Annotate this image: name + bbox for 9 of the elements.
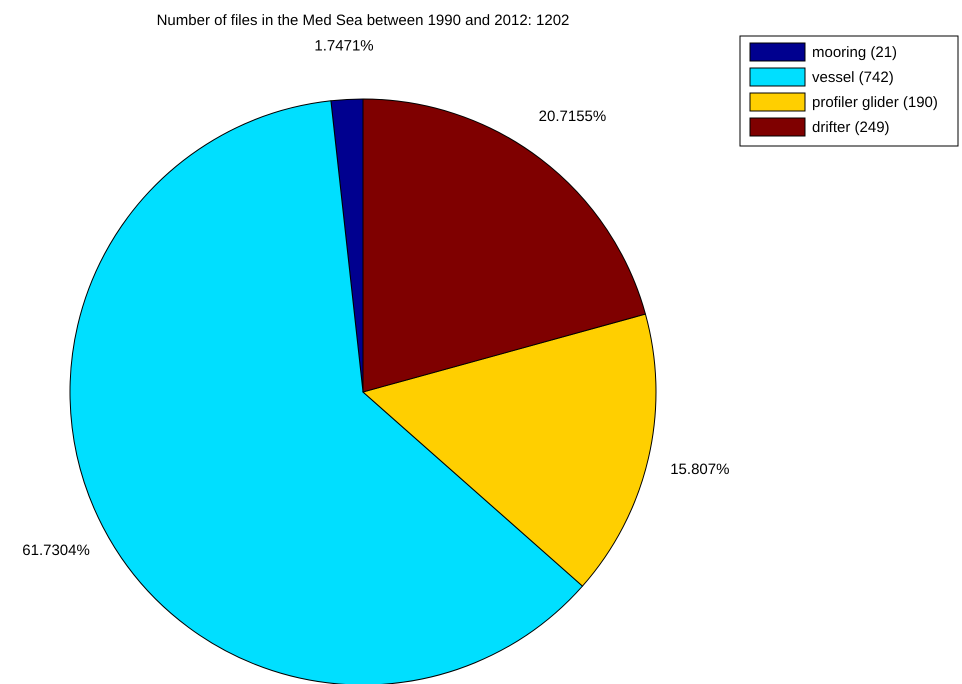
data-label: 20.7155% (538, 108, 606, 125)
chart-title: Number of files in the Med Sea between 1990 and 2012: 1202 (156, 12, 570, 29)
legend-label: mooring (21) (812, 44, 898, 61)
data-label: 61.7304% (22, 542, 90, 560)
data-label: 15.807% (670, 460, 730, 478)
legend-label: vessel (742) (812, 68, 894, 86)
legend-label: drifter (249) (812, 118, 890, 136)
legend-label: profiler glider (190) (812, 94, 938, 111)
data-label: 1.7471% (314, 38, 374, 55)
